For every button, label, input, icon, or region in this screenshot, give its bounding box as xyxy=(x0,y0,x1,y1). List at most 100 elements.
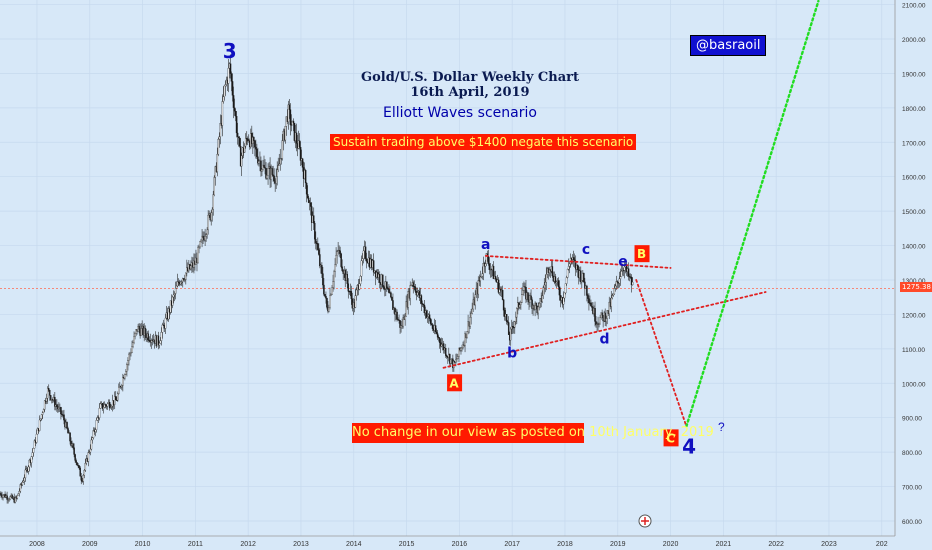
candle-body xyxy=(115,396,117,401)
candle-body xyxy=(558,286,561,296)
candle-body xyxy=(211,209,213,213)
candle-body xyxy=(591,306,593,308)
candle-body xyxy=(331,287,333,295)
candle-body xyxy=(450,359,452,364)
candle-body xyxy=(519,304,521,308)
candle-body xyxy=(531,299,533,309)
candle-body xyxy=(2,495,4,498)
candle-body xyxy=(507,322,510,335)
candle-body xyxy=(31,452,34,457)
candle-body xyxy=(138,325,140,330)
candle-body xyxy=(505,314,508,322)
candle-body xyxy=(288,104,291,110)
candle-body xyxy=(144,327,146,335)
candle-body xyxy=(487,256,490,264)
candle-body xyxy=(402,317,404,327)
candle-body xyxy=(557,280,560,287)
candle-body xyxy=(583,273,585,283)
candle-body xyxy=(614,285,617,289)
candle-body xyxy=(456,358,458,360)
candle-body xyxy=(175,285,178,289)
candle-body xyxy=(266,175,268,179)
candle-body xyxy=(126,364,128,372)
candle-body xyxy=(140,328,142,336)
candle-body xyxy=(73,447,75,455)
candle-body xyxy=(256,149,258,157)
candle-body xyxy=(457,356,459,359)
candle-body xyxy=(306,194,309,199)
candle-body xyxy=(132,342,134,347)
candle-body xyxy=(333,271,335,282)
y-tick-label: 1000.00 xyxy=(902,381,926,388)
candle-body xyxy=(445,348,447,356)
candle-body xyxy=(19,484,22,492)
candle-body xyxy=(35,433,38,443)
y-tick-label: 2000.00 xyxy=(902,37,926,44)
wave-label: e xyxy=(618,254,628,270)
candle-body xyxy=(341,266,343,271)
wave-label: 4 xyxy=(682,435,696,459)
candle-body xyxy=(23,477,26,482)
candle-body xyxy=(24,469,27,479)
candle-body xyxy=(49,390,51,396)
x-tick-label: 2009 xyxy=(82,541,98,548)
candle-body xyxy=(604,312,606,322)
candle-body xyxy=(234,110,237,117)
candle-body xyxy=(22,480,25,483)
candle-body xyxy=(27,466,30,472)
candle-body xyxy=(95,420,98,430)
candle-body xyxy=(502,299,505,311)
candle-body xyxy=(586,285,588,296)
candle-body xyxy=(485,253,488,264)
candle-body xyxy=(237,136,240,139)
candle-body xyxy=(9,496,11,500)
candle-body xyxy=(184,279,186,281)
candle-body xyxy=(310,206,313,223)
x-axis: 2008 2009 2010 2011 2012 2013 2014 2015 2016 2017… xyxy=(0,535,895,548)
candle-body xyxy=(480,276,483,278)
x-tick-label: 2013 xyxy=(293,541,309,548)
y-tick-label: 1600.00 xyxy=(902,175,926,182)
candle-body xyxy=(398,319,400,321)
candle-body xyxy=(437,337,440,339)
candle-body xyxy=(622,270,625,272)
candle-body xyxy=(299,147,302,161)
candle-body xyxy=(212,194,214,210)
candle-body xyxy=(501,289,504,300)
x-tick-label: 2019 xyxy=(610,541,626,548)
candle-body xyxy=(219,123,222,137)
y-tick-label: 1200.00 xyxy=(902,312,926,319)
candle-body xyxy=(134,333,136,337)
candle-body xyxy=(217,139,220,155)
candle-body xyxy=(384,288,386,290)
candle-body xyxy=(40,414,43,419)
candle-body xyxy=(33,440,36,449)
candle-body xyxy=(125,370,127,375)
y-tick-label: 1300.00 xyxy=(902,278,926,285)
candle-body xyxy=(392,300,394,310)
candle-body xyxy=(240,155,243,167)
candle-body xyxy=(422,304,425,306)
candle-body xyxy=(627,268,630,277)
candle-body xyxy=(362,250,365,259)
x-tick-label: 202 xyxy=(876,541,888,548)
candle-body xyxy=(317,243,319,250)
candle-body xyxy=(467,321,469,332)
candle-body xyxy=(530,295,532,300)
candle-body xyxy=(110,406,113,408)
candle-body xyxy=(421,303,424,305)
candle-body xyxy=(399,320,401,328)
candle-body xyxy=(128,354,130,361)
candle-body xyxy=(216,154,219,172)
candle-body xyxy=(379,273,381,283)
candle-body xyxy=(305,182,308,195)
scenario-label: Elliott Waves scenario xyxy=(383,105,537,121)
candle-body xyxy=(272,174,274,176)
candle-body xyxy=(615,281,618,287)
candle-body xyxy=(131,346,133,353)
candle-body xyxy=(328,307,330,312)
candle-body xyxy=(230,73,233,82)
candle-body xyxy=(543,284,545,288)
wave-labels: 3 a b c d e B A C 4 xyxy=(223,39,696,459)
candle-body xyxy=(382,274,384,287)
